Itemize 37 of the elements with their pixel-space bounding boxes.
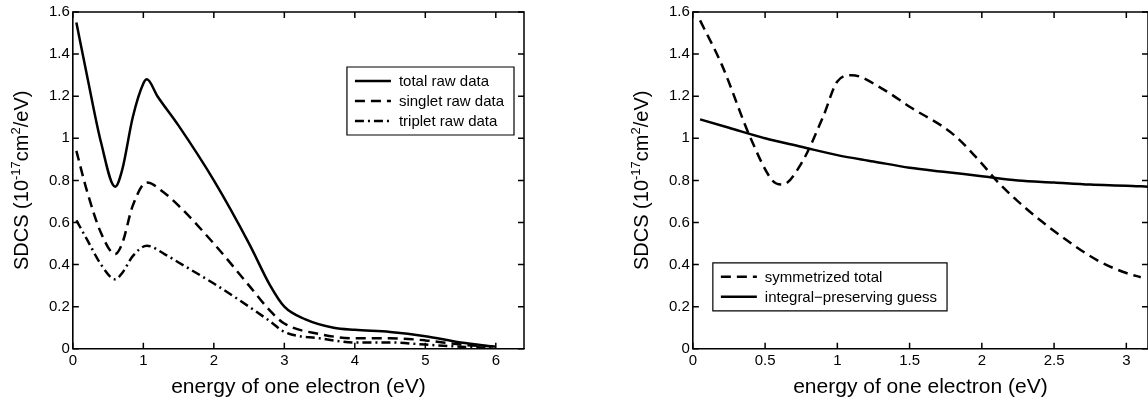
legend-label: total raw data	[398, 72, 490, 90]
x-tick-label: 5	[421, 350, 430, 368]
y-tick-label: 0.6	[48, 212, 70, 230]
y-tick-label: 0.2	[48, 296, 70, 314]
y-tick-label: 1	[61, 128, 70, 146]
x-tick-label: 3	[1122, 350, 1131, 368]
legend-label: symmetrized total	[764, 267, 883, 285]
x-tick-label: 1	[833, 350, 842, 368]
y-tick-label: 1.4	[668, 44, 690, 62]
y-tick-label: 0.4	[668, 254, 690, 272]
y-tick-label: 1.6	[48, 2, 70, 20]
x-tick-label: 2	[209, 350, 219, 368]
x-axis-title: energy of one electron (eV)	[171, 374, 426, 398]
y-tick-label: 1.6	[668, 2, 690, 20]
x-tick-label: 1.5	[899, 350, 921, 368]
y-tick-label: 0	[681, 338, 690, 356]
legend-label: integral−preserving guess	[764, 287, 938, 305]
legend-label: singlet raw data	[398, 92, 505, 110]
x-tick-label: 2	[977, 350, 987, 368]
x-tick-label: 4	[350, 350, 359, 368]
y-tick-label: 0.2	[668, 296, 690, 314]
y-tick-label: 1.2	[48, 86, 70, 104]
y-tick-label: 0.8	[668, 170, 690, 188]
y-tick-label: 1.2	[668, 86, 690, 104]
y-tick-label: 0	[61, 338, 70, 356]
x-axis-title: energy of one electron (eV)	[793, 374, 1048, 398]
x-tick-label: 2.5	[1043, 350, 1065, 368]
y-tick-label: 0.8	[48, 170, 70, 188]
y-tick-label: 0.4	[48, 254, 70, 272]
y-tick-label: 1.4	[48, 44, 70, 62]
x-tick-label: 0.5	[754, 350, 776, 368]
x-tick-label: 6	[491, 350, 500, 368]
legend-label: triplet raw data	[398, 112, 498, 130]
y-tick-label: 0.6	[668, 212, 690, 230]
x-tick-label: 3	[280, 350, 289, 368]
y-tick-label: 1	[681, 128, 690, 146]
x-tick-label: 1	[139, 350, 148, 368]
